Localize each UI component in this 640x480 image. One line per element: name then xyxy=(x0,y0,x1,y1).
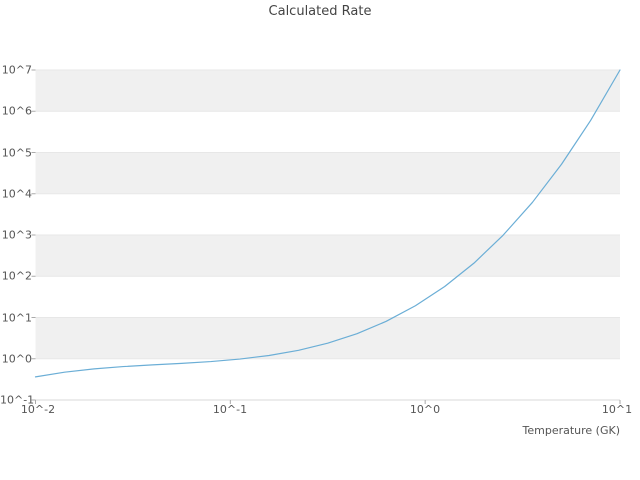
y-tick-label: 10^2 xyxy=(1,269,32,283)
y-tick-label: 10^5 xyxy=(1,146,32,159)
y-tick-label: 10^0 xyxy=(1,352,32,366)
y-tick-label: 10^1 xyxy=(1,311,32,324)
y-tick-label: 10^7 xyxy=(1,63,32,77)
y-tick-label: 10^4 xyxy=(1,187,32,201)
chart-title: Calculated Rate xyxy=(268,4,372,19)
x-tick-label: 10^1 xyxy=(601,403,633,416)
x-tick-label: 10^0 xyxy=(409,403,441,416)
x-tick-label: 10^-2 xyxy=(20,403,56,416)
x-tick-label: 10^-1 xyxy=(212,403,248,416)
y-tick-label: 10^6 xyxy=(1,104,32,118)
y-tick-label: 10^-1 xyxy=(0,393,35,407)
y-tick-label: 10^3 xyxy=(1,228,32,242)
x-axis-label: Temperature (GK) xyxy=(522,424,621,437)
